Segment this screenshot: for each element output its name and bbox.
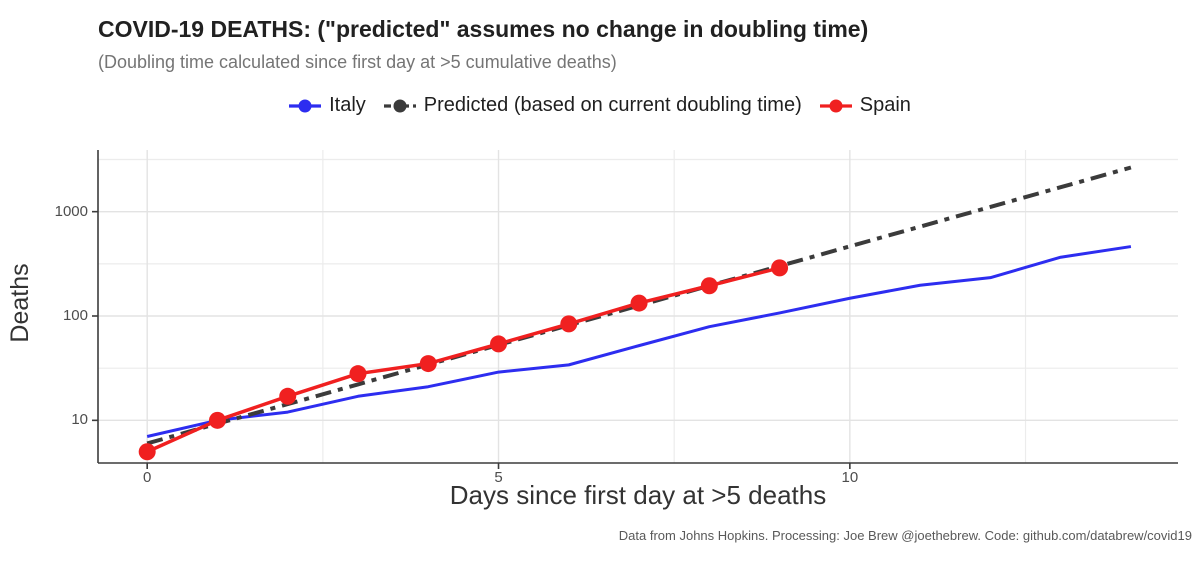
- y-axis-title: Deaths: [6, 263, 34, 343]
- legend-key-icon: [819, 99, 852, 112]
- legend-label: Predicted (based on current doubling tim…: [423, 94, 802, 116]
- chart-caption: Data from Johns Hopkins. Processing: Joe…: [618, 528, 1192, 543]
- legend: Italy Predicted (based on current doublin…: [0, 94, 1200, 117]
- legend-label: Spain: [859, 94, 911, 116]
- data-point-spain: [490, 335, 508, 353]
- y-tick-label: 100: [62, 307, 88, 324]
- x-axis-title: Days since first day at >5 deaths: [449, 480, 827, 510]
- data-point-spain: [771, 259, 789, 277]
- legend-item-spain: Spain: [819, 94, 911, 117]
- legend-item-predicted: Predicted (based on current doubling tim…: [383, 94, 802, 117]
- y-tick-label: 1000: [54, 202, 88, 220]
- chart-title: COVID-19 DEATHS: ("predicted" assumes no…: [98, 16, 869, 42]
- data-point-spain: [208, 411, 226, 429]
- legend-label: Italy: [329, 94, 366, 116]
- series-line-spain: [146, 266, 781, 454]
- y-tick-label: 10: [71, 411, 88, 429]
- data-point-spain: [630, 294, 648, 312]
- series-line-italy: [146, 245, 1132, 438]
- x-tick-label: 5: [494, 469, 503, 486]
- data-point-spain: [349, 365, 367, 383]
- data-point-spain: [138, 443, 156, 461]
- chart-subtitle: (Doubling time calculated since first da…: [98, 52, 617, 72]
- legend-item-italy: Italy: [289, 94, 366, 117]
- data-point-spain: [279, 387, 297, 405]
- x-tick-label: 0: [143, 469, 152, 486]
- legend-key-icon: [383, 99, 416, 112]
- data-point-spain: [700, 277, 718, 295]
- series-line-predicted: [146, 165, 1132, 446]
- data-point-spain: [419, 355, 437, 373]
- data-point-spain: [560, 315, 578, 333]
- x-tick-label: 10: [841, 469, 859, 486]
- legend-key-icon: [289, 99, 322, 112]
